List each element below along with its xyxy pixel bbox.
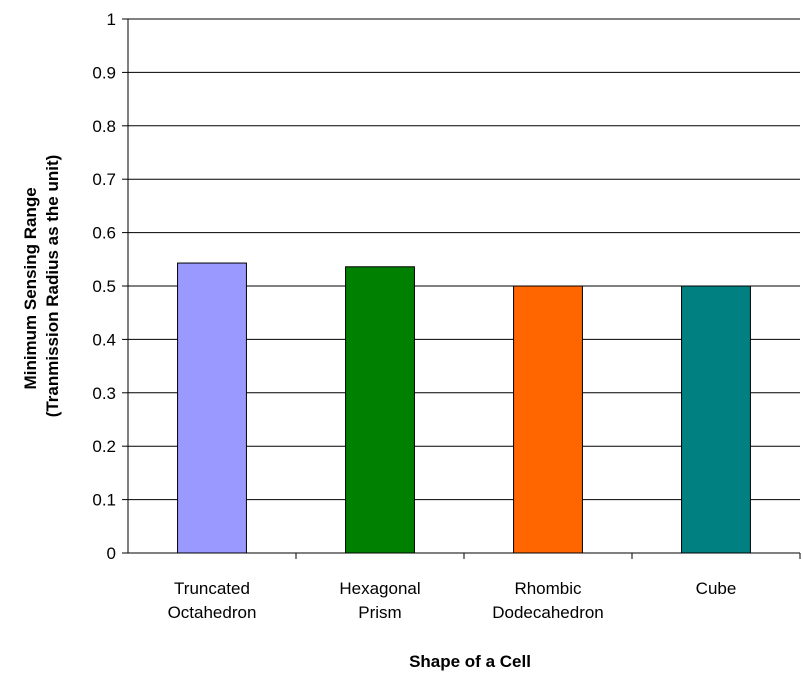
y-tick-label: 0 [107, 544, 116, 563]
x-category-label: Cube [696, 579, 737, 598]
x-category-label: Octahedron [168, 603, 257, 622]
axes [122, 18, 801, 559]
y-tick-label: 0.5 [92, 277, 116, 296]
bar [681, 285, 751, 554]
y-tick-label: 0.1 [92, 491, 116, 510]
y-axis-title: Minimum Sensing Range (Tranmission Radiu… [21, 155, 62, 418]
y-tick-label: 1 [107, 10, 116, 29]
y-tick-label: 0.9 [92, 63, 116, 82]
bar [513, 285, 583, 554]
y-tick-label: 0.3 [92, 384, 116, 403]
bar [177, 262, 247, 554]
y-axis-title-line-1: Minimum Sensing Range [21, 187, 40, 389]
y-axis-title-line-2: (Tranmission Radius as the unit) [43, 155, 62, 418]
bars [177, 262, 751, 554]
x-category-label: Hexagonal [339, 579, 420, 598]
y-tick-label: 0.7 [92, 170, 116, 189]
y-tick-label: 0.2 [92, 437, 116, 456]
x-category-label: Dodecahedron [492, 603, 604, 622]
x-category-label: Rhombic [514, 579, 582, 598]
y-tick-label: 0.8 [92, 117, 116, 136]
x-category-label: Truncated [174, 579, 250, 598]
bar [345, 266, 415, 554]
y-tick-label: 0.6 [92, 224, 116, 243]
y-tick-label: 0.4 [92, 330, 116, 349]
x-category-label: Prism [358, 603, 401, 622]
y-tick-labels: 0 0.1 0.2 0.3 0.4 0.5 0.6 0.7 0.8 0.9 1 [92, 10, 116, 563]
x-axis-title: Shape of a Cell [409, 652, 531, 671]
x-category-labels: Truncated Octahedron Hexagonal Prism Rhombic… [168, 579, 737, 622]
